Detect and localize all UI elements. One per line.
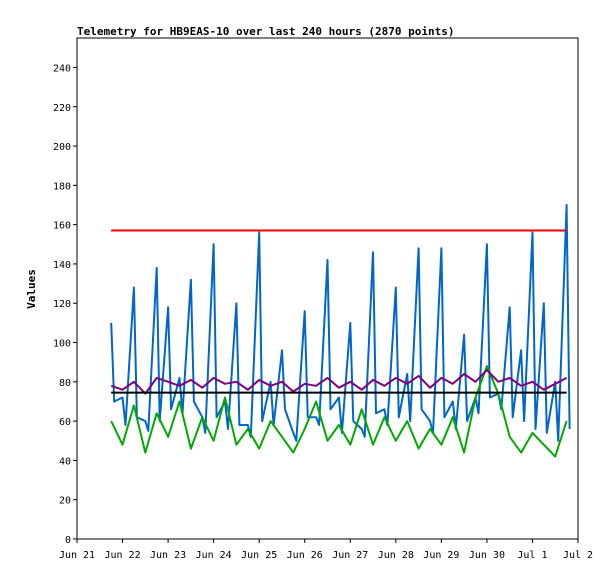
x-tick-label: Jun 29 (423, 550, 459, 561)
chart-title: Telemetry for HB9EAS-10 over last 240 ho… (77, 25, 455, 38)
y-tick-label: 80 (59, 378, 71, 389)
x-tick-label: Jun 26 (287, 550, 323, 561)
series-line-0 (110, 204, 571, 442)
axes: 0 20 40 60 80 100 120 140 160 180 200 220 240 Jun 21 J… (53, 37, 593, 561)
y-tick-label: 100 (53, 339, 71, 350)
x-tick-label: Jul 1 (517, 550, 547, 561)
x-tick-label: Jun 23 (150, 550, 186, 561)
x-tick-label: Jun 25 (241, 550, 277, 561)
y-axis-label: Values (25, 269, 38, 309)
y-tick-label: 240 (53, 63, 71, 74)
y-tick-label: 160 (53, 221, 71, 232)
y-tick-label: 220 (53, 103, 71, 114)
y-tick-label: 0 (65, 535, 71, 546)
y-tick-label: 140 (53, 260, 71, 271)
y-tick-label: 60 (59, 417, 71, 428)
x-tick-label: Jun 30 (469, 550, 505, 561)
y-tick-label: 200 (53, 142, 71, 153)
plot-frame (76, 37, 579, 540)
y-tick-label: 40 (59, 456, 71, 467)
x-tick-label: Jun 24 (196, 550, 232, 561)
x-tick-label: Jun 22 (104, 550, 140, 561)
y-tick-label: 180 (53, 181, 71, 192)
x-tick-label: Jul 2 (563, 550, 593, 561)
x-tick-label: Jun 21 (59, 550, 95, 561)
plot-area (77, 38, 578, 539)
y-tick-label: 20 (59, 496, 71, 507)
x-tick-label: Jun 27 (332, 550, 368, 561)
x-tick-label: Jun 28 (378, 550, 414, 561)
y-tick-label: 120 (53, 299, 71, 310)
